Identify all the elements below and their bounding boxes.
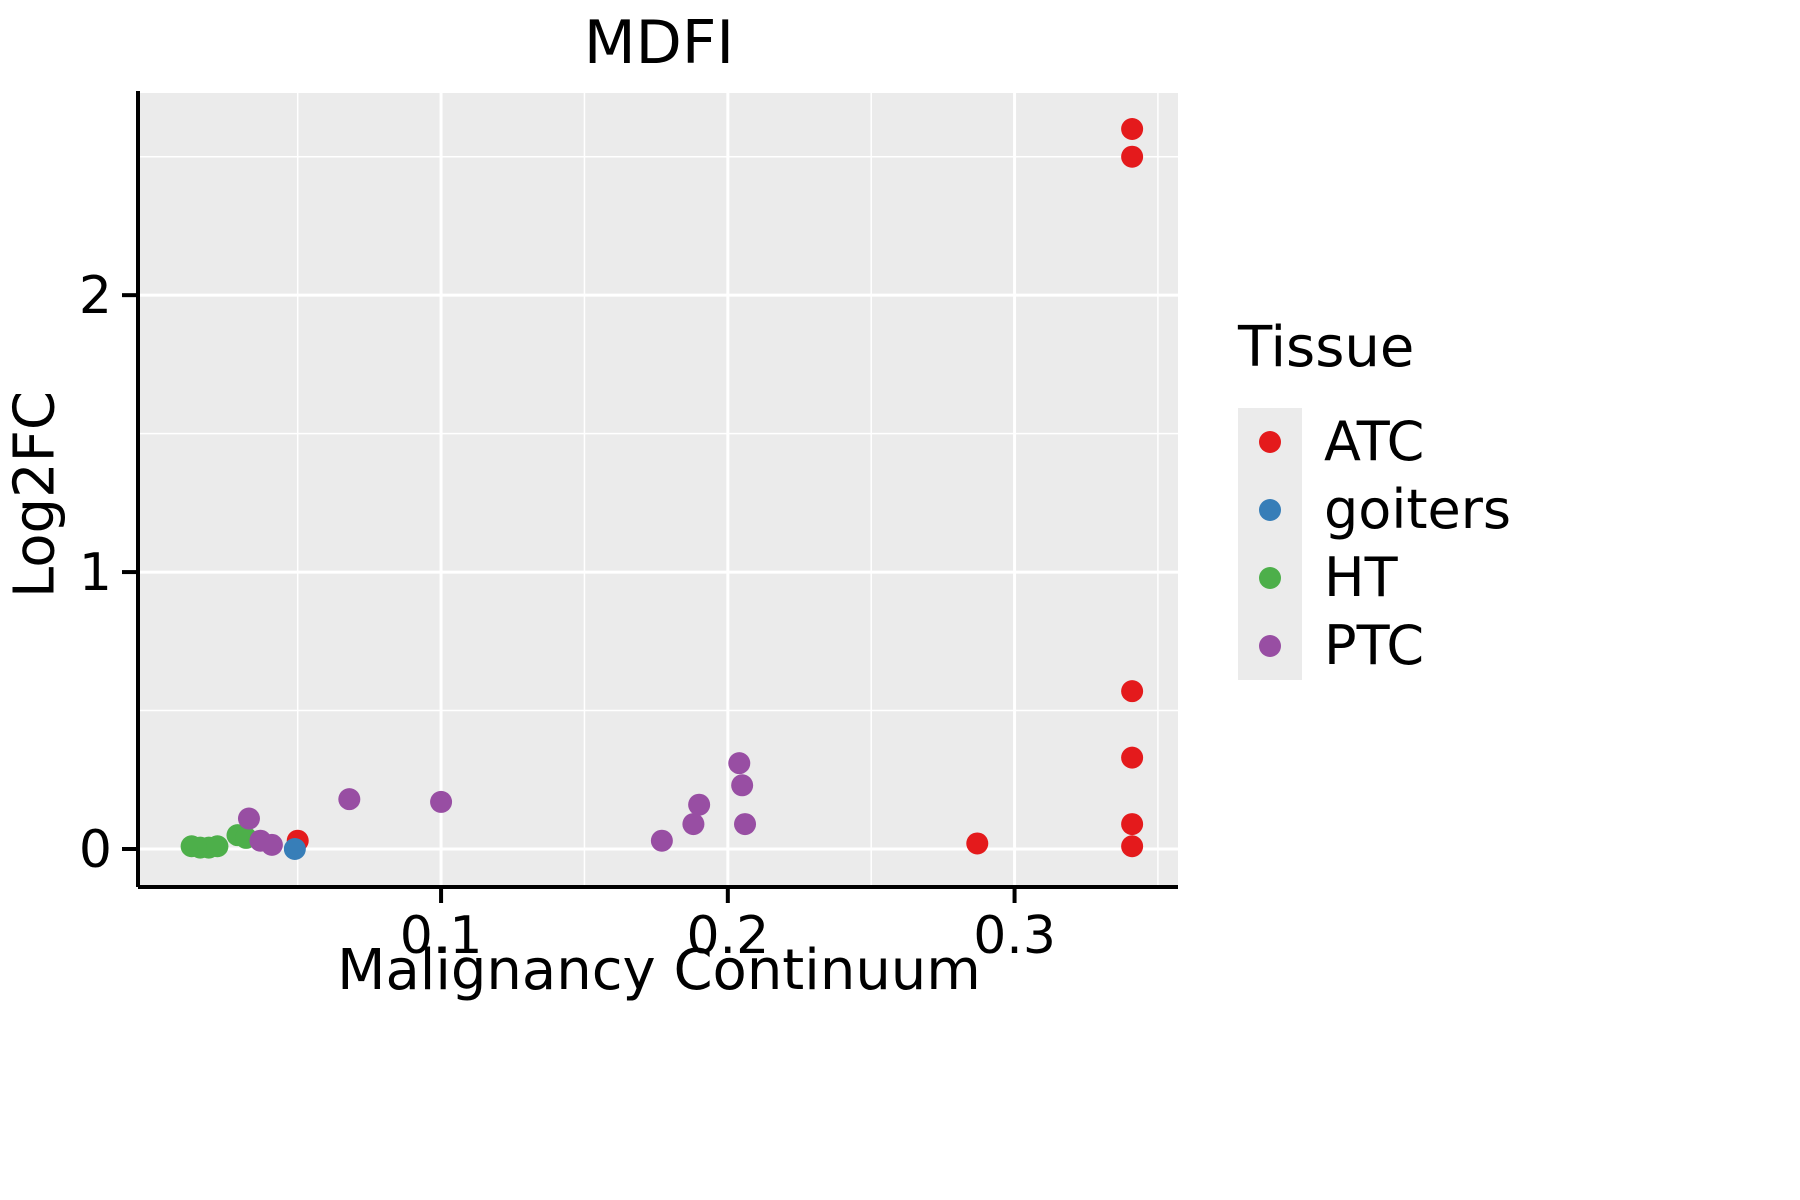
x-axis-label: Malignancy Continuum xyxy=(337,938,981,1003)
data-point-HT[interactable] xyxy=(206,835,229,858)
data-point-PTC[interactable] xyxy=(430,790,453,813)
data-point-PTC[interactable] xyxy=(682,813,705,836)
legend-dot-icon xyxy=(1259,567,1281,589)
legend-key xyxy=(1238,612,1302,680)
legend-items: ATC goiters HT PTC xyxy=(1238,408,1511,680)
data-point-ATC[interactable] xyxy=(1121,680,1144,703)
data-point-ATC[interactable] xyxy=(1121,118,1144,140)
data-point-PTC[interactable] xyxy=(734,813,757,836)
legend-dot-icon xyxy=(1259,499,1281,521)
legend-item-goiters[interactable]: goiters xyxy=(1238,476,1511,544)
legend-title: Tissue xyxy=(1238,315,1415,380)
data-point-ATC[interactable] xyxy=(1121,813,1144,836)
x-tick-label: 0.3 xyxy=(973,906,1056,966)
x-tick-label: 0.2 xyxy=(686,906,769,966)
data-point-PTC[interactable] xyxy=(688,793,711,816)
legend-key xyxy=(1238,408,1302,476)
y-tick-label: 0 xyxy=(79,820,112,880)
legend-key xyxy=(1238,544,1302,612)
data-point-ATC[interactable] xyxy=(1121,746,1144,769)
data-point-PTC[interactable] xyxy=(237,807,260,830)
data-point-PTC[interactable] xyxy=(338,788,361,811)
legend-item-ATC[interactable]: ATC xyxy=(1238,408,1511,476)
data-point-ATC[interactable] xyxy=(966,832,989,855)
legend-dot-icon xyxy=(1259,431,1281,453)
legend-item-label: PTC xyxy=(1324,614,1425,677)
plot-panel xyxy=(140,93,1178,885)
legend-item-label: ATC xyxy=(1324,410,1425,473)
legend-item-label: HT xyxy=(1324,546,1398,609)
data-point-ATC[interactable] xyxy=(1121,835,1144,858)
data-point-ATC[interactable] xyxy=(1121,145,1144,168)
chart-title: MDFI xyxy=(583,8,735,78)
data-point-PTC[interactable] xyxy=(260,833,283,856)
data-point-PTC[interactable] xyxy=(650,829,673,852)
legend-key xyxy=(1238,476,1302,544)
legend-dot-icon xyxy=(1259,635,1281,657)
x-tick-label: 0.1 xyxy=(400,906,483,966)
data-point-PTC[interactable] xyxy=(731,774,754,797)
y-tick-label: 1 xyxy=(79,543,112,603)
y-tick-label: 2 xyxy=(79,266,112,326)
legend-item-HT[interactable]: HT xyxy=(1238,544,1511,612)
y-axis-label: Log2FC xyxy=(2,391,68,598)
data-point-PTC[interactable] xyxy=(728,752,751,775)
data-point-goiters[interactable] xyxy=(283,838,306,860)
legend-item-label: goiters xyxy=(1324,478,1512,541)
legend-item-PTC[interactable]: PTC xyxy=(1238,612,1511,680)
legend: Tissue ATC goiters HT PTC xyxy=(1238,315,1511,680)
